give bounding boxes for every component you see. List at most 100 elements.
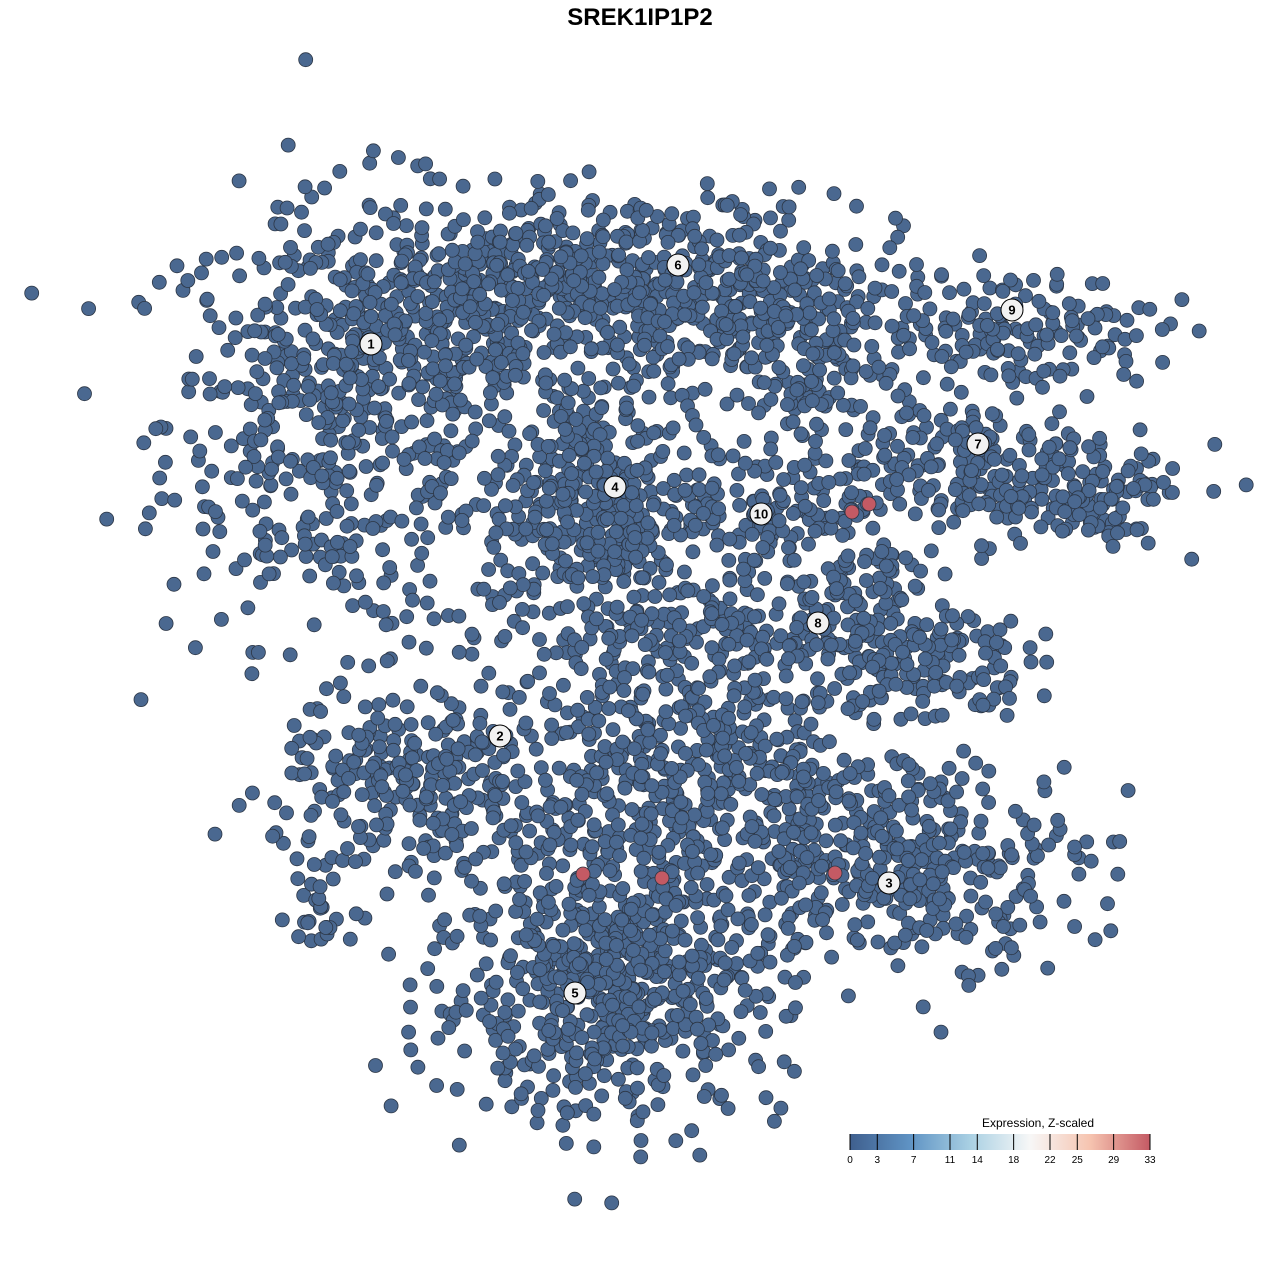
data-point <box>426 611 442 627</box>
data-point <box>778 691 794 706</box>
data-point <box>1206 483 1222 499</box>
data-point <box>719 197 735 213</box>
data-point <box>703 847 719 862</box>
data-point <box>749 766 765 781</box>
data-point <box>793 426 809 442</box>
data-point <box>302 260 318 276</box>
data-point <box>1012 917 1028 933</box>
data-point <box>515 981 531 997</box>
data-point <box>495 684 511 700</box>
data-point <box>133 692 149 707</box>
data-point <box>860 914 876 930</box>
data-point <box>374 779 390 795</box>
data-point <box>677 564 692 580</box>
data-point <box>1024 504 1039 520</box>
data-point <box>340 841 355 856</box>
data-point <box>943 821 958 837</box>
data-point <box>899 405 914 421</box>
data-point <box>523 200 539 216</box>
data-point <box>980 860 996 876</box>
data-point <box>202 308 218 324</box>
data-point <box>949 678 965 694</box>
data-point <box>247 323 263 339</box>
data-point <box>551 760 567 776</box>
data-point <box>597 739 613 754</box>
data-point <box>690 970 706 986</box>
data-point <box>629 1060 645 1076</box>
data-point <box>257 412 273 428</box>
data-point <box>751 1059 766 1075</box>
data-point <box>1052 368 1068 384</box>
data-point <box>358 459 374 474</box>
data-point <box>338 356 354 372</box>
data-point <box>807 523 823 539</box>
data-point <box>230 380 246 396</box>
data-point <box>767 1113 782 1129</box>
data-point <box>759 651 775 667</box>
data-point <box>658 704 674 720</box>
data-point <box>536 287 551 303</box>
data-point <box>982 280 998 296</box>
data-point <box>890 958 906 974</box>
data-point <box>814 858 829 874</box>
data-point <box>238 459 254 475</box>
data-point <box>713 918 729 934</box>
data-point <box>968 420 984 436</box>
data-point <box>628 549 644 565</box>
data-point <box>929 436 945 452</box>
data-point <box>786 552 802 568</box>
data-point <box>688 417 704 433</box>
data-point <box>788 1000 803 1016</box>
data-point <box>247 386 263 402</box>
cluster-label-text: 10 <box>754 507 768 522</box>
data-point <box>675 1043 691 1059</box>
data-point <box>527 509 543 525</box>
data-point <box>637 337 652 353</box>
data-point <box>329 470 345 486</box>
data-point <box>332 163 348 179</box>
data-point <box>933 621 949 637</box>
data-point <box>769 731 785 747</box>
data-point <box>297 179 313 195</box>
data-point <box>472 908 488 924</box>
data-point <box>581 726 597 742</box>
data-point <box>872 581 888 596</box>
data-point <box>250 307 266 323</box>
data-point <box>433 485 448 501</box>
data-point <box>695 299 710 315</box>
data-point <box>600 325 615 340</box>
data-point <box>229 471 245 487</box>
data-point <box>989 509 1005 525</box>
data-point <box>583 341 599 357</box>
data-point <box>413 516 429 532</box>
data-point <box>954 771 970 786</box>
data-point <box>198 251 214 267</box>
legend-tick-label: 7 <box>911 1155 917 1166</box>
data-point <box>244 347 260 363</box>
data-point <box>1052 404 1067 420</box>
data-point <box>570 360 586 376</box>
data-point <box>682 997 698 1012</box>
data-point <box>555 922 571 938</box>
data-point <box>988 941 1003 956</box>
data-point <box>789 382 805 398</box>
data-point <box>443 471 459 487</box>
data-point <box>780 921 796 936</box>
data-point <box>429 979 445 994</box>
data-point <box>665 923 680 939</box>
data-point <box>485 810 501 826</box>
data-point <box>840 701 856 717</box>
data-point <box>923 459 939 475</box>
data-point <box>677 932 693 948</box>
data-point <box>382 560 398 575</box>
data-point <box>467 314 483 330</box>
data-point <box>577 310 593 326</box>
data-point <box>432 312 448 328</box>
data-point <box>476 498 492 514</box>
data-point <box>402 977 418 993</box>
data-point <box>464 626 480 642</box>
data-point <box>974 551 989 566</box>
data-point <box>376 575 392 591</box>
data-point <box>345 598 361 613</box>
data-point <box>332 303 348 319</box>
